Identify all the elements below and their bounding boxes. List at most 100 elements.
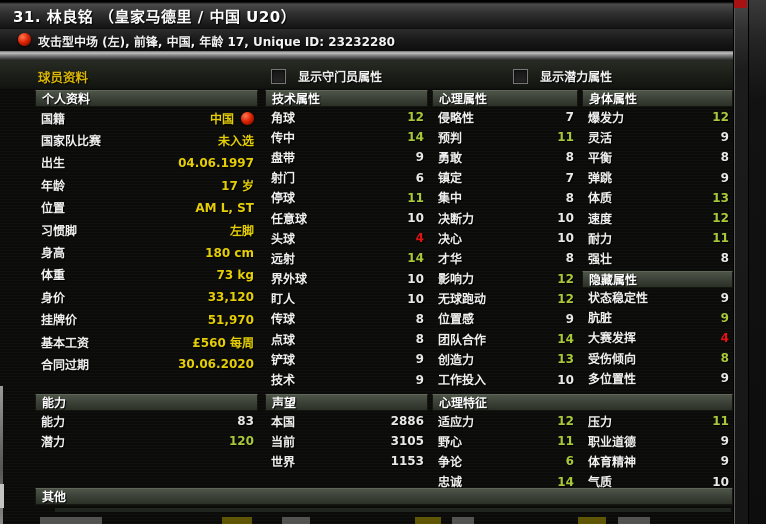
row-label: 基本工资 — [41, 335, 90, 350]
attribute-label: 速度 — [588, 211, 613, 226]
attribute-row: 强壮 8 — [582, 248, 733, 268]
row-label: 身价 — [41, 290, 66, 305]
tab-player-info[interactable]: 球员资料 — [38, 70, 89, 85]
row-value: 51,970 — [207, 312, 254, 327]
cutoff-text-fragment — [415, 517, 441, 524]
attribute-value: 9 — [415, 372, 424, 387]
personality-right-list: 压力 11 职业道德 9 体育精神 9 气质 10 — [582, 411, 733, 492]
attribute-label: 预判 — [438, 130, 463, 145]
attribute-label: 盘带 — [271, 150, 296, 165]
show-potential-attrs-label: 显示潜力属性 — [540, 70, 613, 84]
attribute-row: 创造力 13 — [432, 349, 578, 369]
attribute-label: 侵略性 — [438, 110, 475, 125]
section-other: 其他 — [35, 488, 733, 505]
attribute-label: 镇定 — [438, 171, 463, 186]
row-value: 2886 — [390, 414, 424, 429]
row-label: 年龄 — [41, 178, 66, 193]
attribute-row: 传中 14 — [265, 127, 428, 147]
attribute-label: 位置感 — [438, 312, 475, 327]
personality-row: 职业道德 9 — [582, 431, 733, 451]
attribute-label: 集中 — [438, 191, 463, 206]
china-flag-ball-icon — [241, 111, 254, 125]
row-label: 位置 — [41, 201, 66, 216]
personality-row: 压力 11 — [582, 411, 733, 431]
technical-list: 角球 12 传中 14 盘带 9 射门 6 停球 11 — [265, 107, 428, 390]
attribute-label: 才华 — [438, 251, 463, 266]
page-title: 31. 林良铭 （皇家马德里 / 中国 U20） — [13, 8, 297, 26]
ability-row: 能力 83 — [35, 411, 258, 431]
attribute-value: 9 — [565, 311, 574, 326]
background-window-red-accent — [734, 0, 747, 8]
attribute-row: 决断力 10 — [432, 208, 578, 228]
attribute-label: 工作投入 — [438, 373, 487, 388]
row-value: 左脚 — [229, 223, 254, 238]
mental-list: 侵略性 7 预判 11 勇敢 8 镇定 7 集中 8 — [432, 107, 578, 390]
attribute-value: 10 — [407, 211, 424, 226]
attribute-row: 远射 14 — [265, 248, 428, 268]
personal-info-row: 挂牌价 51,970 — [35, 309, 258, 331]
show-gk-attrs-checkbox[interactable] — [271, 69, 286, 84]
section-reputation: 声望 本国 2886 当前 3105 世界 1153 — [265, 394, 428, 472]
attribute-value: 8 — [565, 150, 574, 165]
personal-info-row: 习惯脚 左脚 — [35, 219, 258, 241]
attribute-row: 多位置性 9 — [582, 368, 733, 388]
attribute-value: 12 — [712, 110, 729, 125]
attribute-row: 大赛发挥 4 — [582, 328, 733, 348]
row-value: 73 kg — [216, 267, 254, 282]
attribute-label: 界外球 — [271, 272, 308, 287]
ability-header: 能力 — [35, 394, 258, 411]
attribute-value: 6 — [415, 170, 424, 185]
personality-row: 适应力 12 — [432, 411, 578, 431]
section-ability: 能力 能力 83 潜力 120 — [35, 394, 258, 451]
personal-info-row: 出生 04.06.1997 — [35, 152, 258, 174]
attribute-row: 镇定 7 — [432, 168, 578, 188]
personal-info-header: 个人资料 — [35, 90, 258, 107]
attribute-value: 12 — [557, 291, 574, 306]
other-header: 其他 — [35, 488, 733, 505]
show-potential-attrs-checkbox[interactable] — [513, 69, 528, 84]
section-technical: 技术属性 角球 12 传中 14 盘带 9 射门 6 — [265, 90, 428, 390]
row-label: 职业道德 — [588, 434, 637, 449]
row-label: 身高 — [41, 246, 66, 261]
attribute-row: 工作投入 10 — [432, 369, 578, 389]
section-physical: 身体属性 爆发力 12 灵活 9 平衡 8 弹跳 9 — [582, 90, 733, 388]
show-potential-attrs-group: 显示潜力属性 — [513, 66, 613, 84]
attribute-label: 肮脏 — [588, 311, 613, 326]
attribute-label: 爆发力 — [588, 110, 625, 125]
attribute-label: 盯人 — [271, 292, 296, 307]
cutoff-text-fragment — [452, 517, 474, 524]
row-value: 未入选 — [217, 134, 254, 149]
reputation-list: 本国 2886 当前 3105 世界 1153 — [265, 411, 428, 472]
attribute-value: 10 — [557, 231, 574, 246]
ability-row: 潜力 120 — [35, 431, 258, 451]
row-value: 180 cm — [205, 245, 254, 260]
attribute-row: 受伤倾向 8 — [582, 348, 733, 368]
personal-info-row: 体重 73 kg — [35, 264, 258, 286]
attribute-row: 侵略性 7 — [432, 107, 578, 127]
attribute-value: 9 — [720, 170, 729, 185]
row-label: 出生 — [41, 156, 66, 171]
personal-info-row: 位置 AM L, ST — [35, 197, 258, 219]
row-value: 9 — [720, 454, 729, 469]
row-label: 挂牌价 — [41, 313, 78, 328]
row-label: 当前 — [271, 434, 296, 449]
attribute-value: 10 — [557, 211, 574, 226]
attribute-label: 传中 — [271, 130, 296, 145]
attribute-value: 14 — [407, 130, 424, 145]
attribute-value: 11 — [557, 130, 574, 145]
attribute-label: 多位置性 — [588, 371, 637, 386]
ability-list: 能力 83 潜力 120 — [35, 411, 258, 451]
attribute-row: 决心 10 — [432, 228, 578, 248]
row-value: 12 — [557, 414, 574, 429]
cutoff-text-fragment — [222, 517, 252, 524]
hidden-attrs-header: 隐藏属性 — [582, 270, 733, 288]
row-value: £560 每周 — [192, 335, 254, 350]
attribute-label: 状态稳定性 — [588, 291, 649, 306]
personal-info-row: 年龄 17 岁 — [35, 174, 258, 196]
attribute-label: 头球 — [271, 231, 296, 246]
attribute-row: 状态稳定性 9 — [582, 288, 733, 308]
nation-ball-icon — [18, 33, 31, 46]
cutoff-text-fragment — [40, 517, 102, 524]
background-window-edge-left-bright — [0, 484, 4, 508]
attribute-row: 预判 11 — [432, 127, 578, 147]
